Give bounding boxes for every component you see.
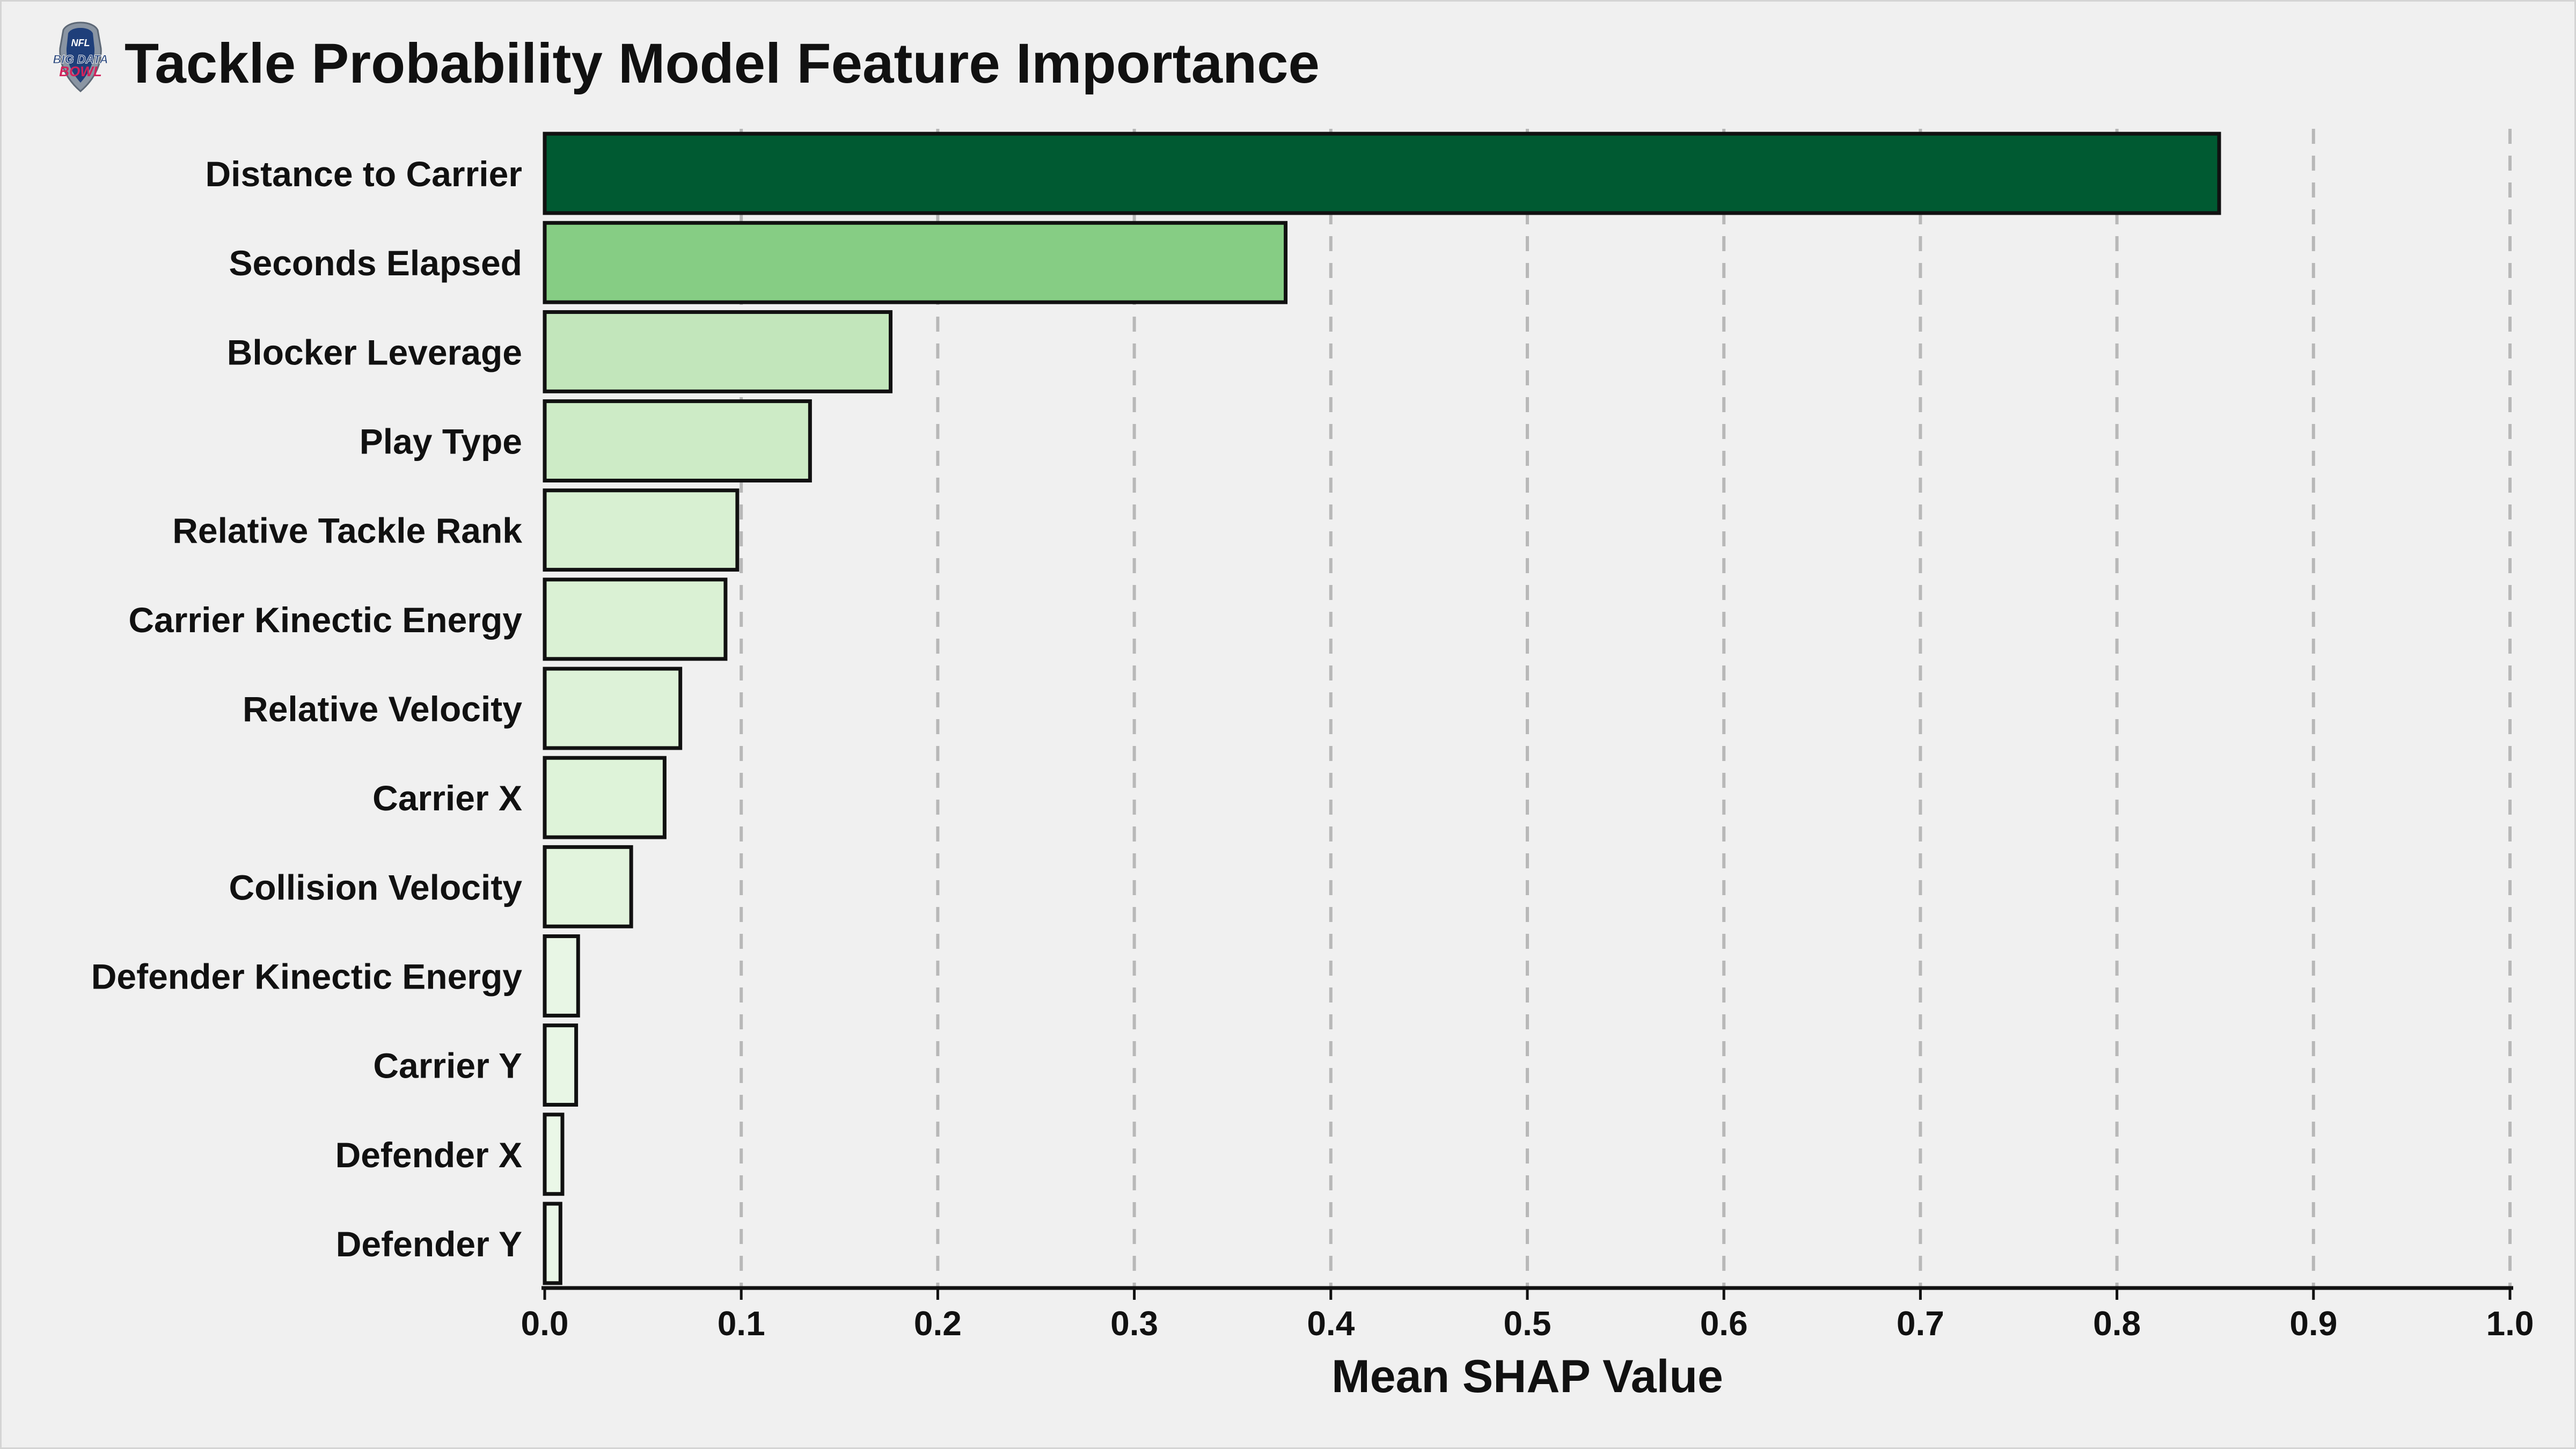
x-tick-label: 0.1 xyxy=(718,1304,765,1343)
category-label: Collision Velocity xyxy=(229,867,523,907)
category-label: Carrier Y xyxy=(373,1046,522,1086)
bar xyxy=(543,1202,562,1285)
x-tick-label: 0.2 xyxy=(914,1304,962,1343)
category-label: Carrier X xyxy=(372,778,522,818)
category-label: Relative Tackle Rank xyxy=(172,511,522,551)
category-label: Relative Velocity xyxy=(243,689,522,729)
bar xyxy=(543,131,2221,215)
bar xyxy=(543,488,740,572)
x-tick-label: 0.0 xyxy=(521,1304,569,1343)
x-tick-label: 0.5 xyxy=(1504,1304,1552,1343)
x-tick-label: 0.7 xyxy=(1897,1304,1944,1343)
bar xyxy=(543,756,667,839)
bar xyxy=(543,667,683,750)
category-label: Blocker Leverage xyxy=(227,332,522,372)
logo-text: BOWL xyxy=(59,63,101,79)
bar xyxy=(543,1023,579,1107)
svg-text:NFL: NFL xyxy=(71,38,90,48)
x-axis-title: Mean SHAP Value xyxy=(1331,1351,1723,1402)
category-label: Defender Y xyxy=(336,1224,522,1264)
bar xyxy=(543,845,633,928)
bar xyxy=(543,399,812,482)
x-tick-label: 0.4 xyxy=(1307,1304,1355,1343)
category-labels: Distance to Carrier Seconds Elapsed Blocke… xyxy=(91,154,523,1264)
logo-text: BIG DATA xyxy=(53,53,108,66)
bar xyxy=(543,934,580,1018)
category-label: Play Type xyxy=(360,422,522,462)
gridlines xyxy=(740,129,2512,1288)
x-tick-label: 0.8 xyxy=(2093,1304,2141,1343)
bar xyxy=(543,310,893,393)
bar xyxy=(543,577,728,661)
chart-title: Tackle Probability Model Feature Importa… xyxy=(125,32,1320,95)
bars xyxy=(543,131,2221,1285)
x-tick-label: 0.3 xyxy=(1110,1304,1158,1343)
x-tick-label: 0.9 xyxy=(2289,1304,2337,1343)
bar xyxy=(543,1113,565,1196)
x-axis: 0.0 0.1 0.2 0.3 0.4 0.5 0.6 0.7 0.8 0.9 1.0 xyxy=(521,1286,2534,1343)
bar xyxy=(543,221,1288,304)
category-label: Carrier Kinectic Energy xyxy=(128,600,522,640)
category-label: Distance to Carrier xyxy=(205,154,522,194)
category-label: Seconds Elapsed xyxy=(229,243,522,283)
x-tick-label: 1.0 xyxy=(2486,1304,2534,1343)
category-label: Defender X xyxy=(335,1135,522,1175)
big-data-bowl-logo: NFL BIG DATA BOWL xyxy=(53,21,108,92)
category-label: Defender Kinectic Energy xyxy=(91,956,523,996)
x-tick-label: 0.6 xyxy=(1700,1304,1748,1343)
